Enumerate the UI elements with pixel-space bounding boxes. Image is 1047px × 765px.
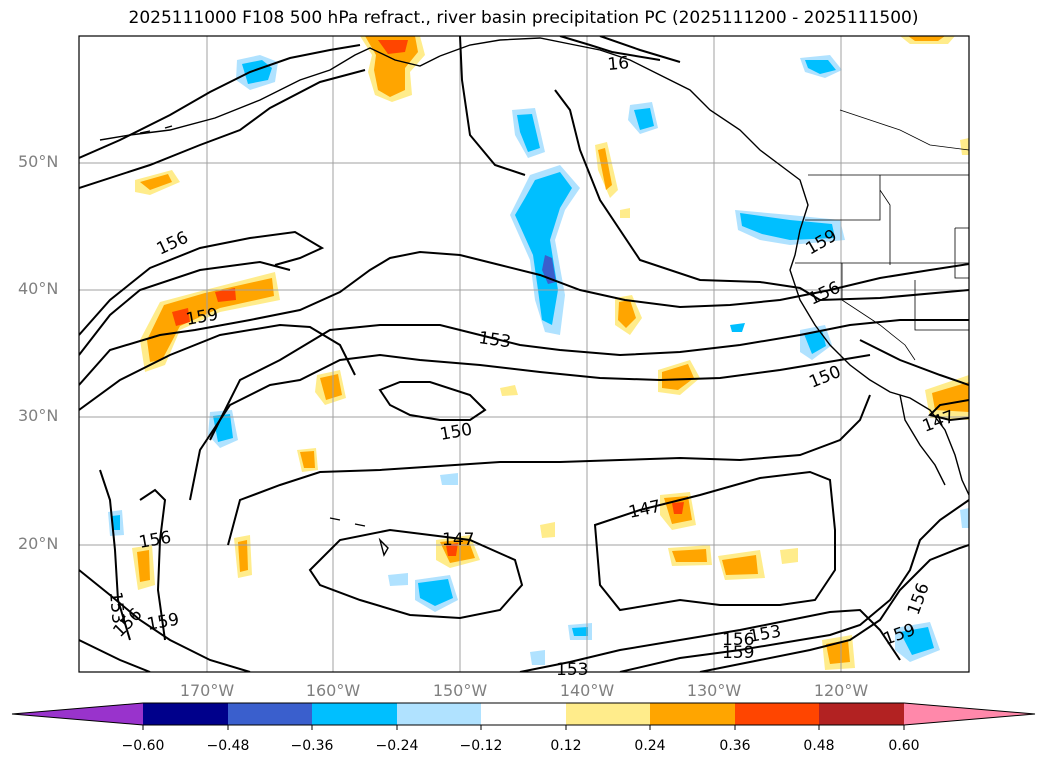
contour-label: 147 [627,497,663,523]
lat-label: 30°N [18,406,59,425]
colorbar-bin [143,703,228,725]
graticule [79,36,969,672]
colorbar-tick-label: −0.60 [121,738,165,754]
contour-label: 150 [806,362,844,393]
lon-label: 170°W [179,681,235,700]
contour-label: 153 [477,328,512,352]
coastlines [99,37,969,557]
colorbar-tick-label: 0.36 [719,738,751,754]
colorbar-bin [481,703,566,725]
contour-label: 156 [722,630,754,650]
lat-label: 20°N [18,534,59,553]
colorbar-tick-label: 0.60 [888,738,920,754]
map-title: 2025111000 F108 500 hPa refract., river … [128,8,919,28]
colorbar-extend-high [904,703,1035,725]
colorbar-bin [228,703,312,725]
contour-label: 156 [154,228,192,260]
colorbar-tick-label: −0.48 [206,738,250,754]
colorbar-extend-low [12,703,143,725]
refractivity-contours [79,36,969,672]
colorbar-bin [735,703,819,725]
contour-label: 153 [105,591,128,625]
contour-label: 153 [556,660,588,680]
colorbar-tick-label: −0.12 [459,738,503,754]
colorbar-bin [566,703,650,725]
lon-label: 120°W [813,681,869,700]
colorbar-tick-label: 0.12 [550,738,582,754]
contour-label: 16 [607,53,630,75]
colorbar-tick-label: 0.24 [634,738,666,754]
contour-label: 147 [442,530,474,550]
colorbar-bin [819,703,904,725]
colorbar-tick-label: −0.36 [290,738,334,754]
lon-label: 150°W [432,681,488,700]
contour-label: 156 [904,580,934,617]
contour-label: 150 [438,420,473,445]
contour-label: 156 [806,278,844,310]
lat-label: 50°N [18,152,59,171]
lon-label: 140°W [559,681,615,700]
contour-label: 147 [920,407,957,437]
colorbar-tick-label: 0.48 [803,738,835,754]
contour-label: 159 [722,643,754,663]
map-frame [78,35,970,673]
colorbar-bin [312,703,397,725]
colorbar [11,702,1036,730]
contour-label: 159 [145,610,180,635]
colorbar-bin [650,703,735,725]
colorbar-tick-label: −0.24 [375,738,419,754]
lat-label: 40°N [18,279,59,298]
lon-label: 160°W [305,681,361,700]
colorbar-bin [397,703,481,725]
lon-label: 130°W [686,681,742,700]
